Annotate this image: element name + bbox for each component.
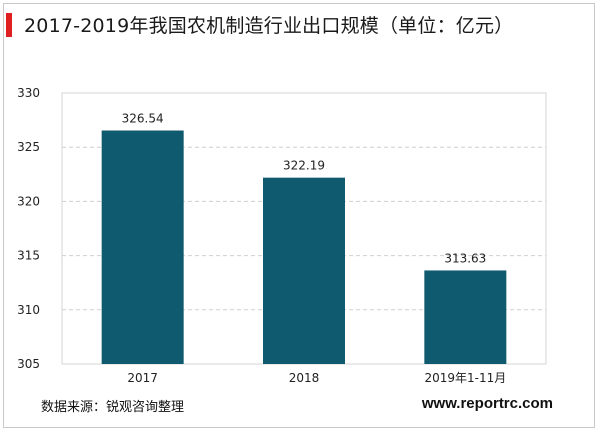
data-label: 313.63 <box>444 251 486 265</box>
y-tick-label: 330 <box>17 86 40 100</box>
title-accent-bar <box>6 13 12 37</box>
y-tick-label: 310 <box>17 303 40 317</box>
chart-title: 2017-2019年我国农机制造行业出口规模（单位：亿元） <box>24 15 514 37</box>
y-tick-label: 315 <box>17 249 40 263</box>
y-tick-label: 320 <box>17 194 40 208</box>
y-tick-label: 305 <box>17 357 40 371</box>
website-url: www.reportrc.com <box>421 395 553 412</box>
chart-frame <box>3 3 595 428</box>
bar-2 <box>263 177 345 364</box>
x-tick-label: 2019年1-11月 <box>424 371 506 385</box>
bar-1 <box>101 130 184 364</box>
bar-3 <box>424 270 507 364</box>
x-tick-label: 2017 <box>127 371 158 385</box>
x-tick-label: 2018 <box>289 371 320 385</box>
data-label: 326.54 <box>122 112 164 126</box>
y-tick-label: 325 <box>17 140 40 154</box>
data-source-note: 数据来源：锐观咨询整理 <box>41 400 185 415</box>
data-label: 322.19 <box>283 159 325 173</box>
